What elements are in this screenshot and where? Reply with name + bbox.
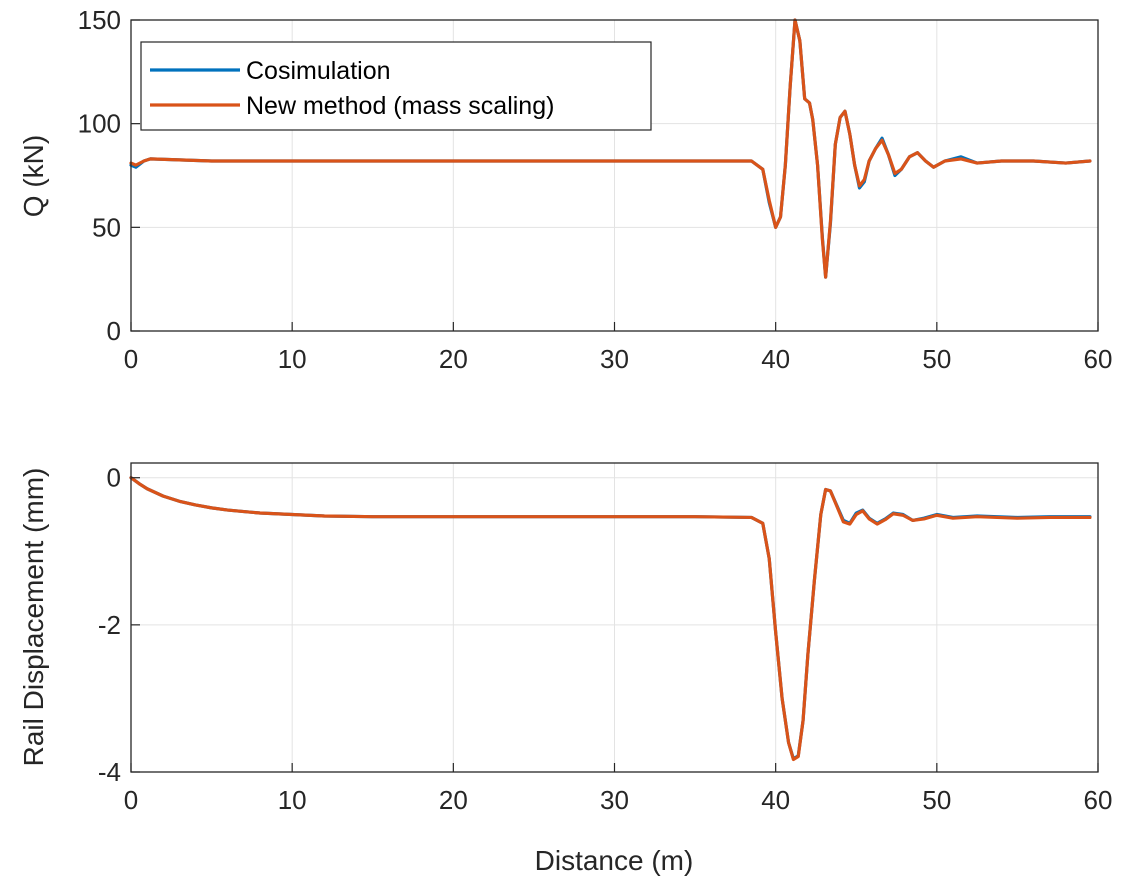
y-tick-label: 50 bbox=[92, 212, 121, 242]
x-tick-label: 50 bbox=[922, 785, 951, 815]
x-tick-label: 20 bbox=[439, 344, 468, 374]
y-tick-label: 0 bbox=[107, 316, 121, 346]
x-tick-label: 50 bbox=[922, 344, 951, 374]
series-line-new-method bbox=[129, 18, 1092, 279]
top-tick-labels: 0 10 20 30 40 50 60 0 50 100 150 bbox=[78, 5, 1113, 374]
bottom-y-axis-label: Rail Displacement (mm) bbox=[18, 468, 49, 767]
x-tick-label: 10 bbox=[278, 344, 307, 374]
y-tick-label: 150 bbox=[78, 5, 121, 35]
bottom-axes: 0 10 20 30 40 50 60 -4 -2 0 Rail Displacement (mm… bbox=[18, 462, 1113, 876]
y-tick-label: 0 bbox=[107, 463, 121, 493]
top-y-axis-label: Q (kN) bbox=[18, 135, 49, 217]
x-axis-label: Distance (m) bbox=[535, 845, 694, 876]
y-tick-label: -2 bbox=[98, 610, 121, 640]
x-tick-label: 60 bbox=[1084, 785, 1113, 815]
x-tick-label: 0 bbox=[124, 785, 138, 815]
x-tick-label: 10 bbox=[278, 785, 307, 815]
legend: Cosimulation New method (mass scaling) bbox=[140, 41, 652, 131]
y-tick-label: 100 bbox=[78, 109, 121, 139]
legend-label-new-method: New method (mass scaling) bbox=[246, 92, 554, 120]
x-tick-label: 60 bbox=[1084, 344, 1113, 374]
x-tick-label: 20 bbox=[439, 785, 468, 815]
legend-label-cosimulation: Cosimulation bbox=[246, 57, 391, 85]
bottom-series-group bbox=[129, 476, 1092, 762]
legend-box bbox=[140, 41, 652, 131]
top-series-group bbox=[129, 18, 1092, 279]
x-tick-label: 0 bbox=[124, 344, 138, 374]
y-tick-label: -4 bbox=[98, 757, 121, 787]
x-tick-label: 40 bbox=[761, 785, 790, 815]
top-axes: 0 10 20 30 40 50 60 0 50 100 150 Q (kN) Cosimulati… bbox=[18, 5, 1112, 374]
series-line-new-method bbox=[129, 476, 1092, 762]
x-tick-label: 30 bbox=[600, 785, 629, 815]
x-tick-label: 30 bbox=[600, 344, 629, 374]
bottom-tick-labels: 0 10 20 30 40 50 60 -4 -2 0 bbox=[98, 463, 1113, 815]
x-tick-label: 40 bbox=[761, 344, 790, 374]
